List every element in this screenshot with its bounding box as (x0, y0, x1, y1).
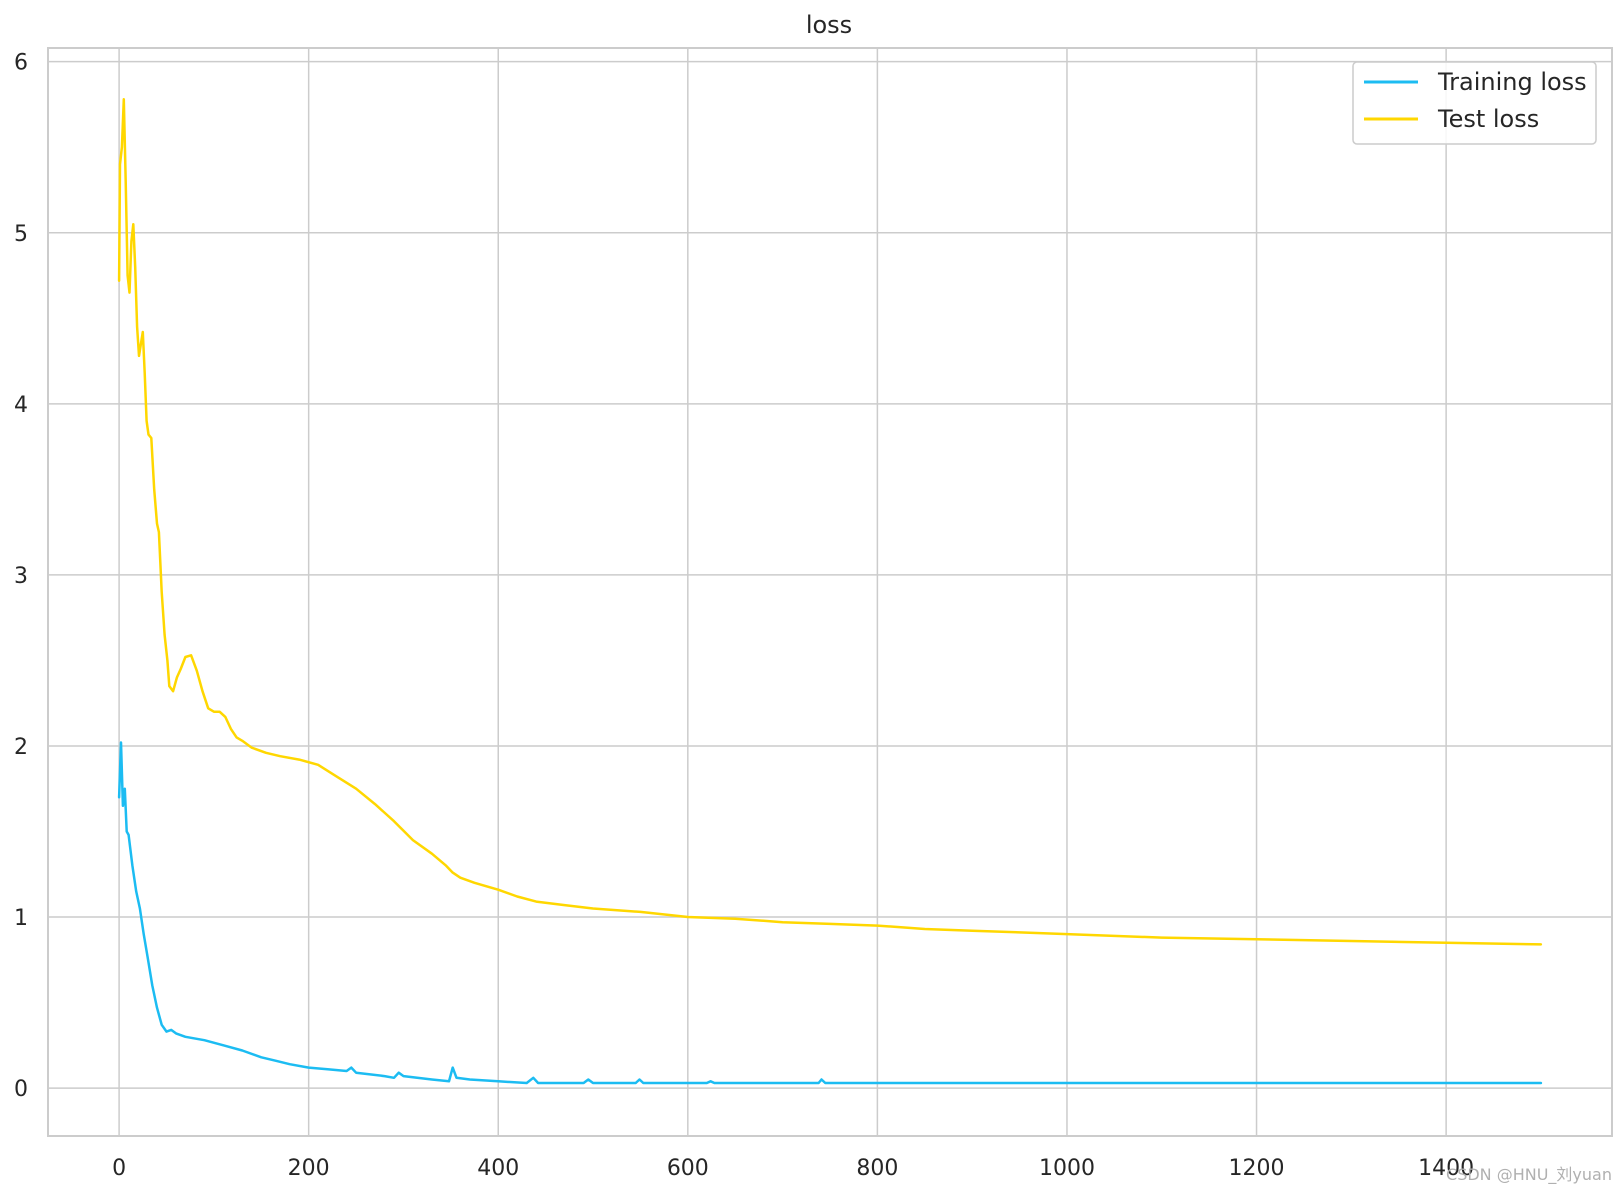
plot-frame (47, 47, 1613, 1137)
series-line-test-loss (117, 98, 1543, 946)
x-tick-label: 600 (667, 1156, 709, 1181)
legend-label-training-loss: Training loss (1437, 68, 1587, 96)
axis-ticks: 0 200 400 600 800 1000 1200 1400 0 1 2 3 4 5 6 (14, 51, 1474, 1181)
x-tick-label: 1400 (1418, 1156, 1474, 1181)
watermark: CSDN @HNU_刘yuan (1446, 1165, 1612, 1184)
series-lines (117, 98, 1543, 1085)
y-tick-label: 3 (14, 564, 28, 589)
grid-lines (48, 48, 1612, 1136)
x-tick-label: 1200 (1229, 1156, 1285, 1181)
chart-title: loss (806, 11, 852, 39)
legend: Training loss Test loss (1352, 61, 1597, 145)
x-tick-label: 400 (477, 1156, 519, 1181)
legend-label-test-loss: Test loss (1437, 105, 1539, 133)
x-tick-label: 800 (856, 1156, 898, 1181)
y-tick-label: 1 (14, 906, 28, 931)
y-tick-label: 5 (14, 222, 28, 247)
x-tick-label: 0 (112, 1156, 126, 1181)
y-tick-label: 2 (14, 735, 28, 760)
y-tick-label: 0 (14, 1077, 28, 1102)
series-line-training-loss (117, 741, 1543, 1085)
x-tick-label: 1000 (1039, 1156, 1095, 1181)
y-tick-label: 4 (14, 393, 28, 418)
y-tick-label: 6 (14, 51, 28, 76)
x-tick-label: 200 (288, 1156, 330, 1181)
